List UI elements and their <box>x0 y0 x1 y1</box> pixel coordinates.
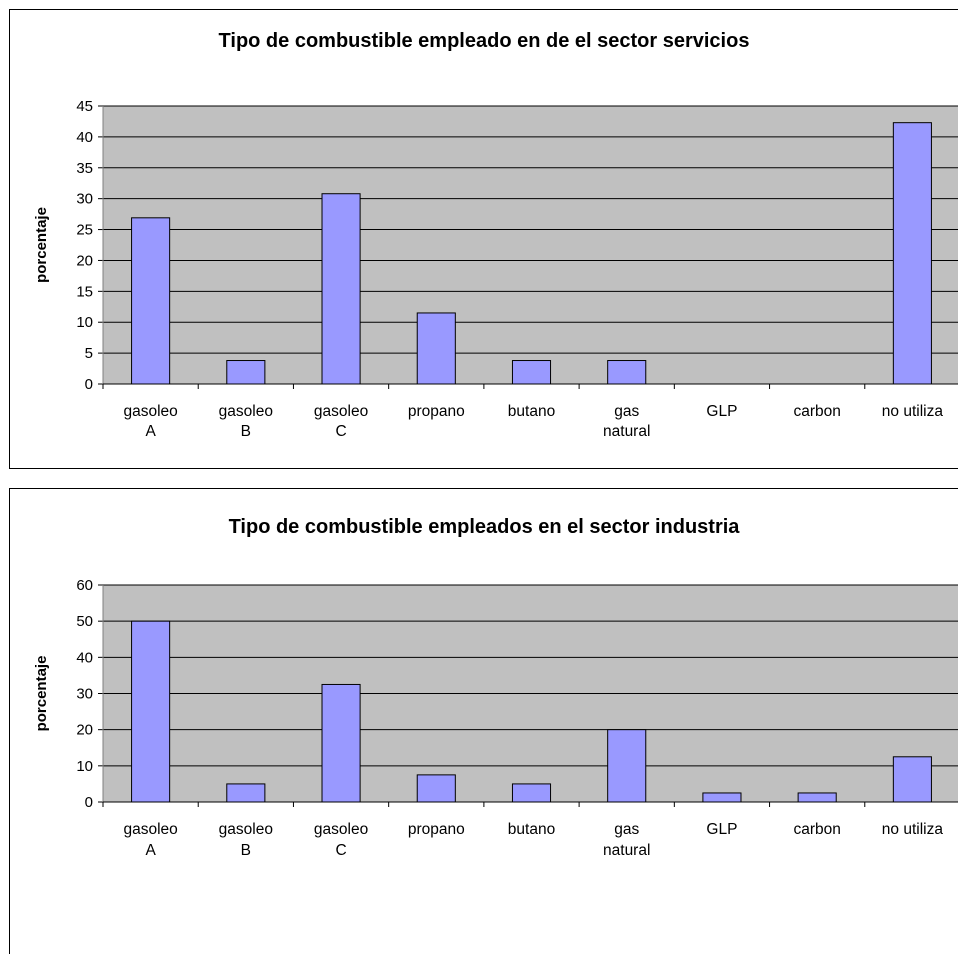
servicios-category-label: butano <box>508 403 555 420</box>
industria-category-label: C <box>335 842 346 859</box>
servicios-category-label: no utiliza <box>882 403 944 420</box>
chart-servicios: Tipo de combustible empleado en de el se… <box>9 9 958 469</box>
servicios-y-tick-label: 10 <box>76 314 93 331</box>
servicios-y-tick-label: 25 <box>76 222 93 239</box>
servicios-category-label: propano <box>408 403 465 420</box>
industria-bar <box>131 620 171 803</box>
industria-bar <box>321 683 361 803</box>
servicios-bar <box>511 360 552 385</box>
industria-category-label: B <box>241 842 251 859</box>
industria-y-axis-label: porcentaje <box>33 656 50 732</box>
industria-y-tick-label: 40 <box>76 649 93 666</box>
servicios-y-tick-label: 20 <box>76 252 93 269</box>
servicios-category-label: natural <box>603 423 650 440</box>
industria-category-label: butano <box>508 821 555 838</box>
servicios-category-label: gasoleo <box>123 403 177 420</box>
servicios-y-tick-label: 15 <box>76 283 93 300</box>
servicios-bar <box>226 360 266 385</box>
industria-y-tick-label: 10 <box>76 758 93 775</box>
industria-y-tick-label: 60 <box>76 577 93 594</box>
chart-industria-svg: Tipo de combustible empleados en el sect… <box>33 516 958 859</box>
servicios-bar <box>607 360 647 385</box>
industria-chart-title: Tipo de combustible empleados en el sect… <box>229 516 741 538</box>
servicios-category-label: A <box>145 423 156 440</box>
industria-bar <box>607 729 647 803</box>
servicios-bar <box>416 312 456 385</box>
industria-bar <box>511 783 552 803</box>
industria-category-label: natural <box>603 842 650 859</box>
servicios-category-label: gasoleo <box>314 403 368 420</box>
industria-category-label: gasoleo <box>314 821 368 838</box>
industria-bar <box>797 792 837 803</box>
servicios-category-label: GLP <box>706 403 737 420</box>
servicios-category-label: C <box>335 423 346 440</box>
industria-y-tick-label: 0 <box>85 794 93 811</box>
servicios-plot-area <box>103 106 958 384</box>
servicios-y-tick-label: 0 <box>85 376 93 393</box>
industria-y-tick-label: 20 <box>76 722 93 739</box>
servicios-y-tick-label: 5 <box>85 345 93 362</box>
servicios-y-tick-label: 40 <box>76 129 93 146</box>
industria-y-tick-label: 50 <box>76 613 93 630</box>
servicios-category-label: B <box>241 423 251 440</box>
industria-category-label: gasoleo <box>219 821 273 838</box>
industria-category-label: gas <box>614 821 639 838</box>
industria-bar <box>892 756 932 803</box>
servicios-category-label: gasoleo <box>219 403 273 420</box>
servicios-category-label: gas <box>614 403 639 420</box>
servicios-bar <box>892 122 932 385</box>
servicios-bar <box>321 193 361 385</box>
industria-bar <box>416 774 456 803</box>
servicios-y-tick-label: 35 <box>76 160 93 177</box>
industria-category-label: A <box>145 842 156 859</box>
industria-category-label: no utiliza <box>882 821 944 838</box>
industria-category-label: propano <box>408 821 465 838</box>
industria-category-label: carbon <box>793 821 840 838</box>
servicios-chart-title: Tipo de combustible empleado en de el se… <box>219 30 750 52</box>
industria-category-label: gasoleo <box>123 821 177 838</box>
servicios-bar <box>131 217 171 385</box>
chart-industria: Tipo de combustible empleados en el sect… <box>9 488 958 954</box>
servicios-y-axis-label: porcentaje <box>33 207 50 283</box>
industria-bar <box>226 783 266 803</box>
servicios-category-label: carbon <box>793 403 840 420</box>
servicios-y-tick-label: 30 <box>76 191 93 208</box>
chart-servicios-svg: Tipo de combustible empleado en de el se… <box>33 30 958 440</box>
industria-category-label: GLP <box>706 821 737 838</box>
industria-y-tick-label: 30 <box>76 686 93 703</box>
industria-bar <box>702 792 742 803</box>
servicios-y-tick-label: 45 <box>76 98 93 115</box>
